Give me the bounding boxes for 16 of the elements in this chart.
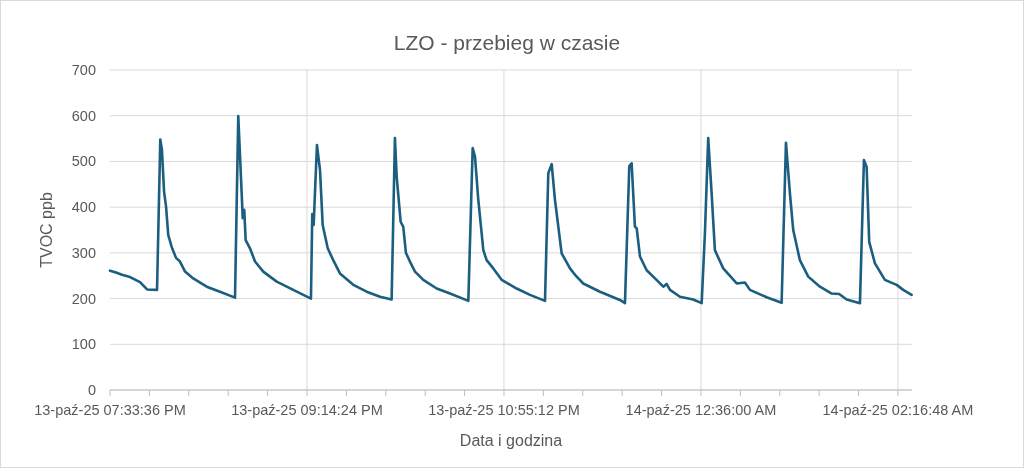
y-tick-label: 200 (71, 290, 96, 307)
y-axis-title: TVOC ppb (38, 192, 55, 268)
x-axis-title: Data i godzina (459, 432, 563, 449)
x-tick-label: 13-paź-25 10:55:12 PM (428, 402, 580, 418)
y-tick-label: 100 (71, 336, 96, 353)
y-tick-label: 700 (71, 62, 96, 78)
y-tick-label: 600 (71, 107, 96, 124)
chart-title: LZO - przebieg w czasie (393, 31, 621, 54)
y-tick-label: 300 (71, 244, 96, 261)
y-tick-label: 500 (71, 153, 96, 170)
x-tick-label: 14-paź-25 12:36:00 AM (625, 402, 777, 418)
y-tick-label: 0 (87, 382, 96, 398)
x-tick-label: 14-paź-25 02:16:48 AM (822, 402, 974, 418)
y-tick-label: 400 (71, 199, 96, 216)
x-tick-label: 13-paź-25 09:14:24 PM (231, 402, 383, 418)
x-tick-label: 13-paź-25 07:33:36 PM (34, 402, 186, 418)
